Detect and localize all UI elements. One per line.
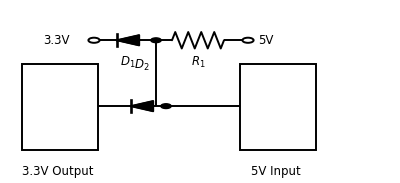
Bar bbox=[22, 64, 98, 150]
Polygon shape bbox=[131, 101, 153, 111]
Circle shape bbox=[151, 38, 161, 43]
Circle shape bbox=[88, 38, 100, 43]
Bar bbox=[240, 64, 316, 150]
Circle shape bbox=[161, 104, 171, 109]
Text: 3.3V Output: 3.3V Output bbox=[22, 165, 94, 178]
Text: $R_1$: $R_1$ bbox=[191, 55, 205, 70]
Polygon shape bbox=[117, 35, 139, 45]
Circle shape bbox=[242, 38, 254, 43]
Text: 5V Input: 5V Input bbox=[251, 165, 301, 178]
Text: $D_1$: $D_1$ bbox=[120, 55, 136, 70]
Text: 3.3V: 3.3V bbox=[44, 34, 70, 47]
Text: $D_2$: $D_2$ bbox=[134, 58, 150, 73]
Text: 5V: 5V bbox=[258, 34, 273, 47]
